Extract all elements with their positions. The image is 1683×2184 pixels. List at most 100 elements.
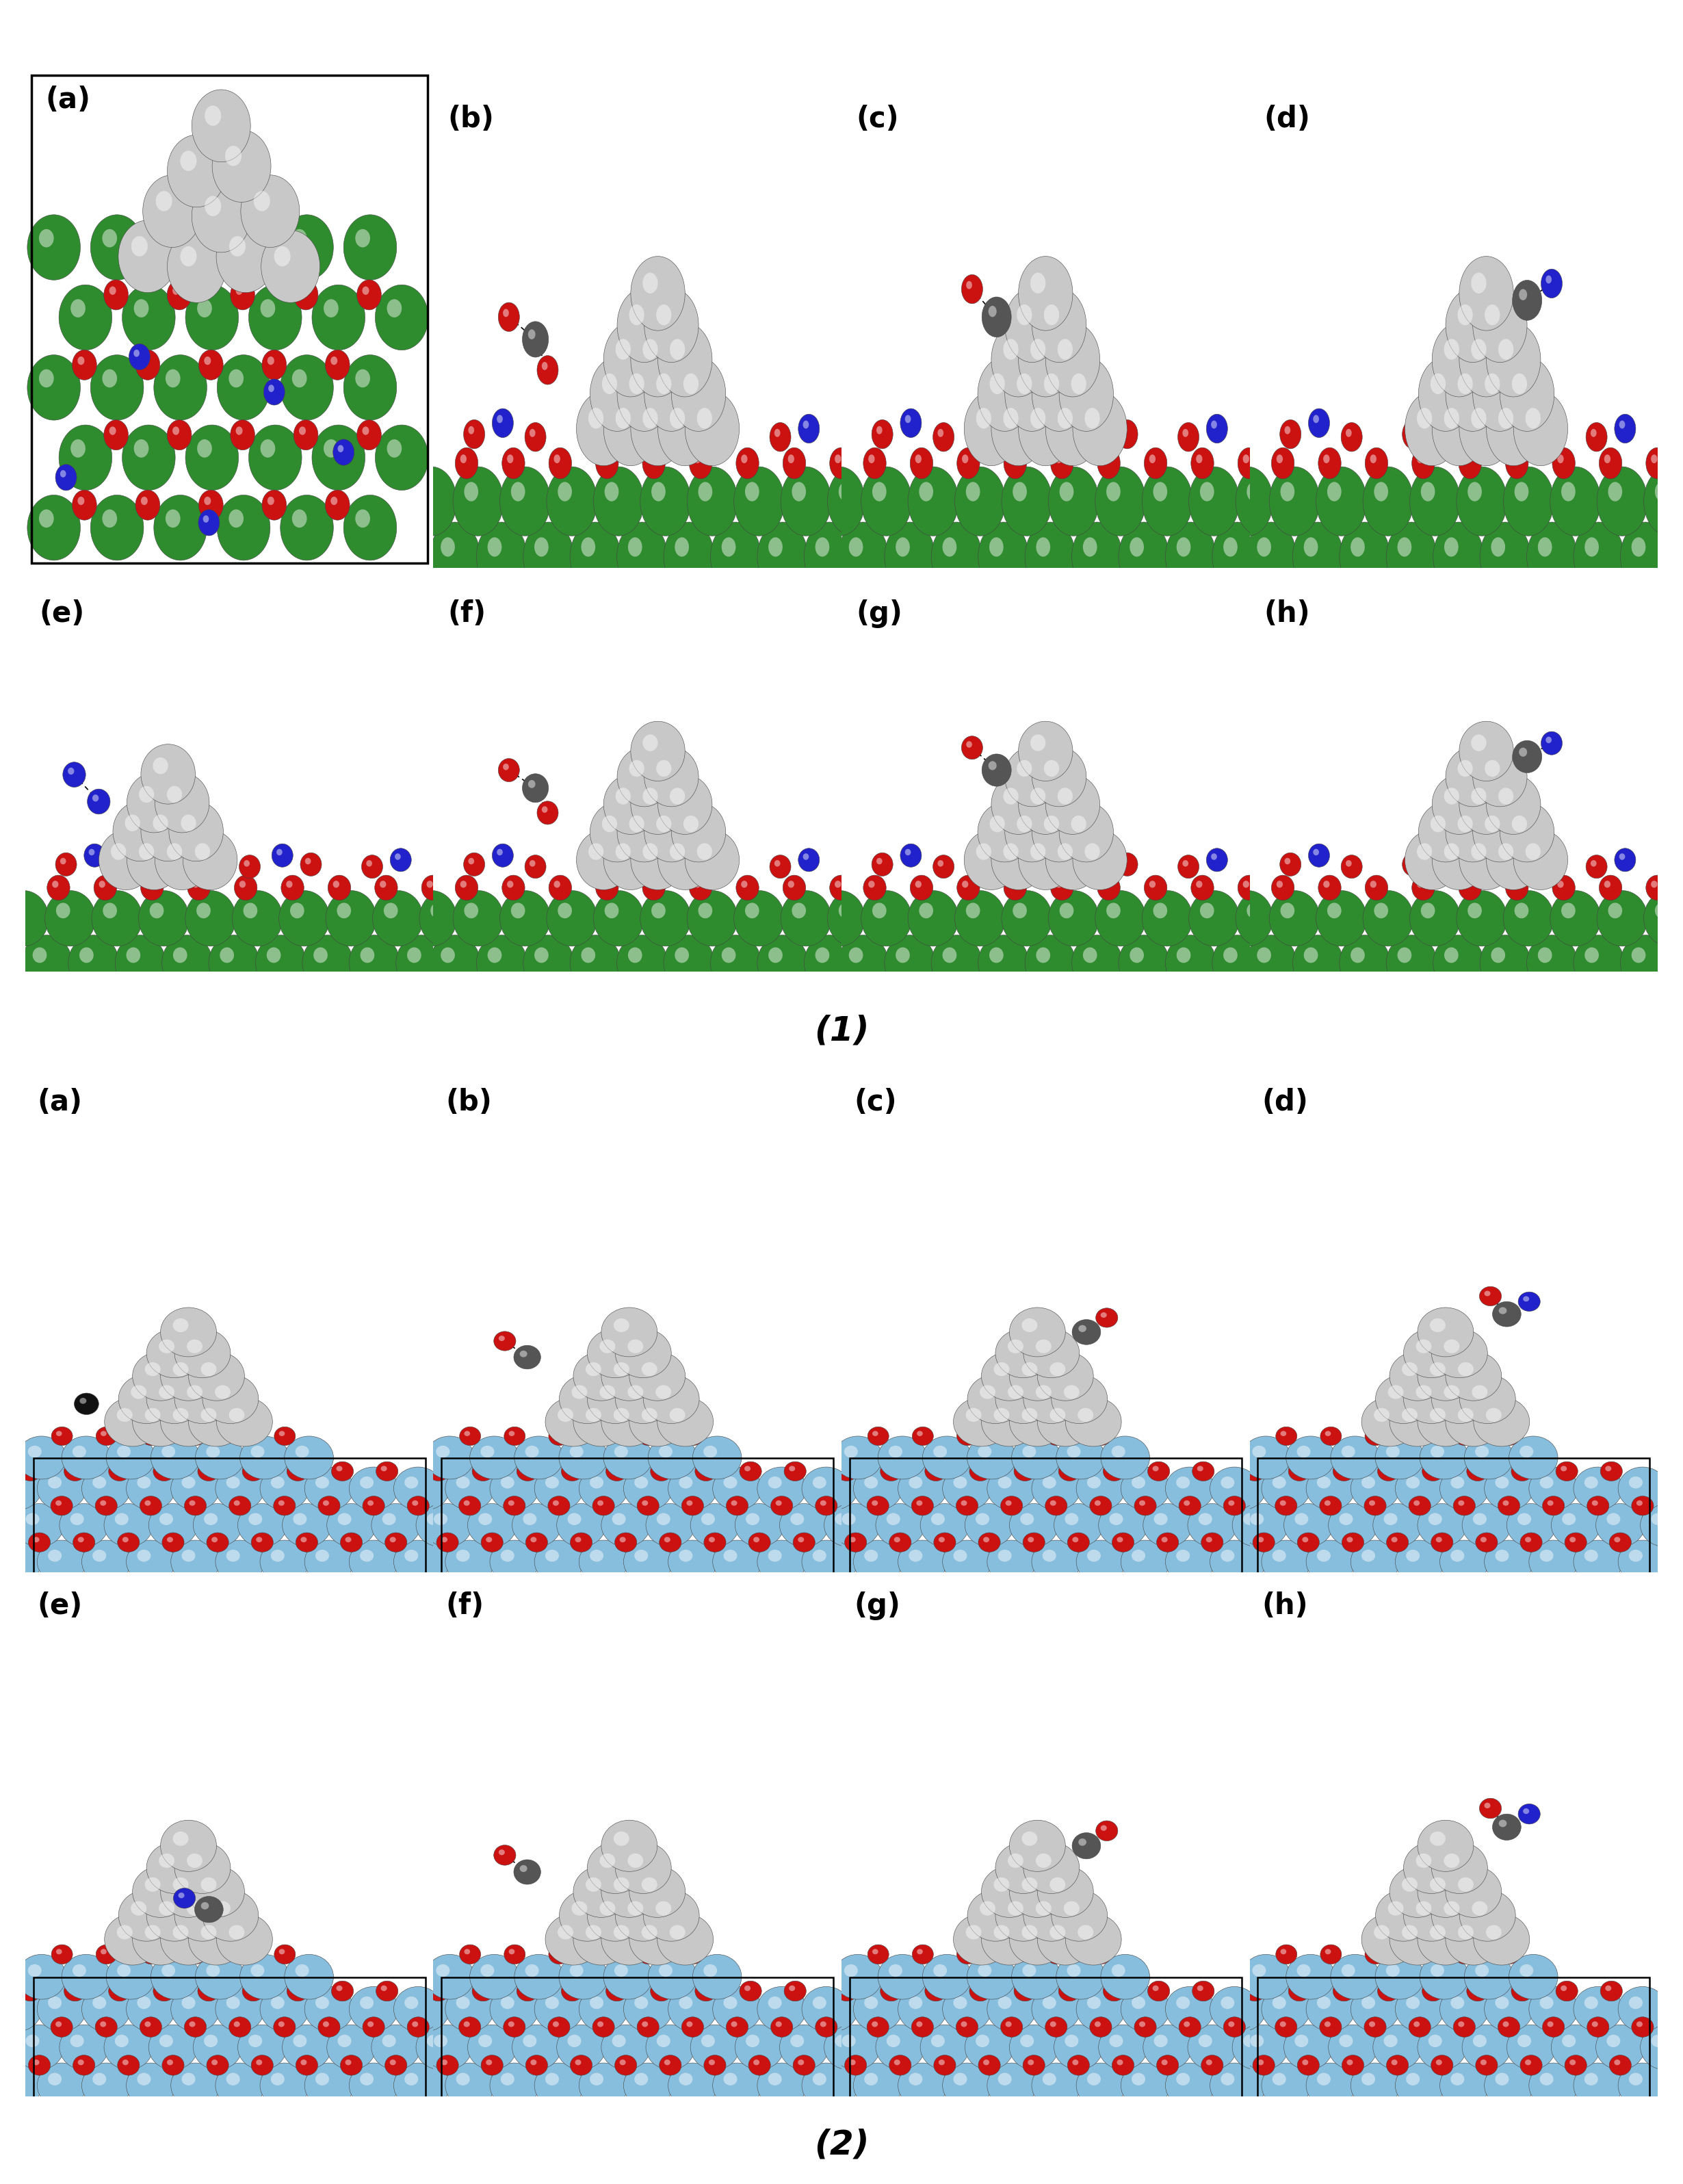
Circle shape [237, 2025, 286, 2070]
Circle shape [1570, 1538, 1575, 1542]
Circle shape [1272, 2073, 1286, 2086]
Circle shape [394, 2064, 443, 2108]
Circle shape [988, 306, 996, 317]
Circle shape [1432, 323, 1486, 397]
Circle shape [1010, 1865, 1065, 1918]
Circle shape [433, 1465, 439, 1472]
Circle shape [966, 1409, 981, 1422]
Bar [441, 1977, 833, 2103]
Circle shape [1149, 454, 1156, 463]
Circle shape [1224, 537, 1237, 557]
Circle shape [592, 1496, 614, 1516]
Circle shape [545, 1551, 559, 1562]
Circle shape [1131, 1996, 1146, 2009]
Circle shape [1574, 1468, 1622, 1509]
Circle shape [1328, 2025, 1377, 2070]
Circle shape [958, 448, 980, 478]
Circle shape [931, 935, 981, 992]
Circle shape [1323, 880, 1330, 887]
Circle shape [1089, 2016, 1112, 2038]
Circle shape [91, 891, 143, 946]
Circle shape [525, 1446, 539, 1457]
Circle shape [82, 1987, 131, 2031]
Circle shape [1518, 1514, 1532, 1524]
Circle shape [1473, 1385, 1488, 1400]
Circle shape [1220, 2073, 1234, 2086]
Circle shape [1030, 339, 1045, 360]
Circle shape [1385, 1446, 1400, 1457]
Circle shape [1234, 902, 1247, 917]
Circle shape [1107, 1985, 1114, 1992]
Circle shape [545, 2073, 559, 2086]
Circle shape [498, 1850, 505, 1854]
Circle shape [1432, 775, 1486, 834]
Circle shape [1257, 537, 1271, 557]
Circle shape [592, 2016, 614, 2038]
Circle shape [1525, 419, 1547, 448]
Circle shape [1064, 1985, 1069, 1992]
Circle shape [1562, 902, 1575, 917]
Circle shape [114, 1514, 128, 1524]
Circle shape [1018, 256, 1072, 330]
Circle shape [1010, 1398, 1065, 1446]
Circle shape [835, 2035, 848, 2046]
Circle shape [549, 1496, 571, 1516]
Circle shape [845, 1446, 858, 1457]
Circle shape [463, 2022, 470, 2027]
Circle shape [1590, 428, 1597, 437]
Circle shape [496, 850, 503, 856]
Circle shape [629, 304, 645, 325]
Circle shape [367, 2022, 374, 2027]
Circle shape [1415, 1385, 1432, 1400]
Circle shape [1250, 1514, 1264, 1524]
Circle shape [643, 273, 658, 293]
Circle shape [1318, 876, 1341, 900]
Circle shape [1207, 415, 1227, 443]
Circle shape [1003, 408, 1018, 428]
Circle shape [338, 2035, 352, 2046]
Circle shape [266, 948, 281, 963]
Circle shape [942, 2064, 991, 2108]
Circle shape [853, 1540, 902, 1583]
Circle shape [1284, 426, 1291, 435]
Circle shape [1585, 948, 1599, 963]
Circle shape [641, 1924, 658, 1939]
Circle shape [37, 1987, 86, 2031]
Circle shape [1402, 852, 1424, 876]
Circle shape [614, 1446, 628, 1457]
Circle shape [1293, 1985, 1299, 1992]
Circle shape [1617, 1540, 1668, 1583]
Circle shape [412, 2073, 426, 2086]
Circle shape [476, 1985, 483, 1992]
Circle shape [468, 2025, 517, 2070]
Circle shape [571, 935, 621, 992]
Circle shape [1003, 788, 1018, 804]
Circle shape [788, 880, 794, 887]
Circle shape [1306, 2064, 1355, 2108]
Circle shape [1432, 1889, 1488, 1942]
Circle shape [586, 1878, 601, 1891]
Circle shape [1463, 1503, 1511, 1546]
Circle shape [1526, 935, 1577, 992]
Circle shape [958, 876, 980, 900]
Circle shape [784, 1981, 806, 2001]
Circle shape [522, 1465, 528, 1472]
Circle shape [1089, 1496, 1112, 1516]
Circle shape [1486, 1924, 1501, 1939]
Circle shape [587, 1374, 643, 1424]
Circle shape [599, 1900, 616, 1915]
Circle shape [1306, 1540, 1355, 1583]
Circle shape [422, 1503, 471, 1546]
Circle shape [1001, 1496, 1023, 1516]
Circle shape [655, 1985, 661, 1992]
Circle shape [978, 802, 1032, 863]
Circle shape [380, 880, 385, 887]
Circle shape [396, 935, 446, 992]
Circle shape [833, 1955, 882, 1998]
Circle shape [956, 1496, 978, 1516]
Circle shape [815, 467, 865, 535]
Circle shape [182, 1476, 195, 1489]
Circle shape [629, 1865, 685, 1918]
Circle shape [215, 1468, 264, 1509]
Circle shape [810, 1540, 858, 1583]
